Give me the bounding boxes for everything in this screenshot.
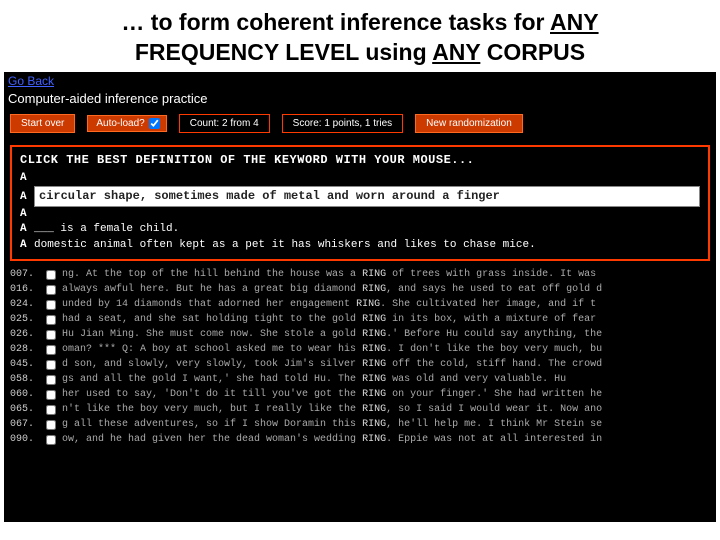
concordance-checkbox[interactable] xyxy=(46,330,56,340)
app-title: Computer-aided inference practice xyxy=(4,90,716,112)
concordance-line-number: 007. xyxy=(10,267,40,282)
definition-letter: A xyxy=(20,171,34,186)
definition-text: circular shape, sometimes made of metal … xyxy=(34,186,700,207)
concordance-checkbox[interactable] xyxy=(46,315,56,325)
concordance-checkbox[interactable] xyxy=(46,420,56,430)
heading-prefix: … to form coherent inference tasks for xyxy=(121,9,550,35)
definition-text: domestic animal often kept as a pet it h… xyxy=(34,238,700,253)
concordance-line-number: 028. xyxy=(10,342,40,357)
definition-option[interactable]: Acircular shape, sometimes made of metal… xyxy=(20,186,700,207)
concordance-row: 090. ow, and he had given her the dead wo… xyxy=(10,432,716,447)
concordance-checkbox[interactable] xyxy=(46,375,56,385)
toolbar: Start over Auto-load? Count: 2 from 4 Sc… xyxy=(4,112,716,141)
concordance-checkbox[interactable] xyxy=(46,405,56,415)
new-randomization-button[interactable]: New randomization xyxy=(415,114,523,133)
concordance-checkbox[interactable] xyxy=(46,390,56,400)
concordance-line-number: 090. xyxy=(10,432,40,447)
definition-letter: A xyxy=(20,207,34,222)
definition-panel: CLICK THE BEST DEFINITION OF THE KEYWORD… xyxy=(10,145,710,261)
concordance-row: 026. Hu Jian Ming. She must come now. She… xyxy=(10,327,716,342)
autoload-label: Auto-load? xyxy=(96,118,144,129)
concordance-line-number: 067. xyxy=(10,417,40,432)
concordance-text: her used to say, 'Don't do it till you'v… xyxy=(62,387,602,402)
concordance-text: always awful here. But he has a great bi… xyxy=(62,282,602,297)
concordance-checkbox[interactable] xyxy=(46,270,56,280)
concordance-text: g all these adventures, so if I show Dor… xyxy=(62,417,602,432)
concordance-text: Hu Jian Ming. She must come now. She sto… xyxy=(62,327,602,342)
concordance-row: 007. ng. At the top of the hill behind th… xyxy=(10,267,716,282)
concordance-row: 065. n't like the boy very much, but I re… xyxy=(10,402,716,417)
go-back-link[interactable]: Go Back xyxy=(4,72,58,90)
concordance-row: 028. oman? *** Q: A boy at school asked m… xyxy=(10,342,716,357)
definition-letter: A xyxy=(20,222,34,237)
concordance-text: oman? *** Q: A boy at school asked me to… xyxy=(62,342,602,357)
definition-option[interactable]: A___ is a female child. xyxy=(20,222,700,237)
definition-option[interactable]: A xyxy=(20,207,700,222)
heading-mid: FREQUENCY LEVEL using xyxy=(135,39,432,65)
concordance-checkbox[interactable] xyxy=(46,300,56,310)
app-window: Go Back Computer-aided inference practic… xyxy=(4,72,716,522)
concordance-text: d son, and slowly, very slowly, took Jim… xyxy=(62,357,602,372)
concordance-line-number: 025. xyxy=(10,312,40,327)
concordance-text: ng. At the top of the hill behind the ho… xyxy=(62,267,596,282)
heading-u2: ANY xyxy=(432,39,480,65)
heading-u1: ANY xyxy=(550,9,599,35)
concordance-checkbox[interactable] xyxy=(46,285,56,295)
concordance-row: 058. gs and all the gold I want,' she had… xyxy=(10,372,716,387)
score-display: Score: 1 points, 1 tries xyxy=(282,114,404,133)
definition-letter: A xyxy=(20,238,34,253)
autoload-toggle[interactable]: Auto-load? xyxy=(87,115,166,132)
concordance-row: 024. unded by 14 diamonds that adorned he… xyxy=(10,297,716,312)
concordance-row: 060. her used to say, 'Don't do it till y… xyxy=(10,387,716,402)
count-display: Count: 2 from 4 xyxy=(179,114,270,133)
heading-suffix: CORPUS xyxy=(480,39,585,65)
concordance-text: ow, and he had given her the dead woman'… xyxy=(62,432,602,447)
concordance-checkbox[interactable] xyxy=(46,435,56,445)
definition-option[interactable]: A xyxy=(20,171,700,186)
definition-text: ___ is a female child. xyxy=(34,222,700,237)
definition-highlight: circular shape, sometimes made of metal … xyxy=(34,186,700,207)
concordance-line-number: 060. xyxy=(10,387,40,402)
concordance-checkbox[interactable] xyxy=(46,345,56,355)
concordance-line-number: 024. xyxy=(10,297,40,312)
concordance-row: 067. g all these adventures, so if I show… xyxy=(10,417,716,432)
concordance-checkbox[interactable] xyxy=(46,360,56,370)
concordance-line-number: 026. xyxy=(10,327,40,342)
concordance-row: 025. had a seat, and she sat holding tigh… xyxy=(10,312,716,327)
definition-letter: A xyxy=(20,190,34,205)
concordance-row: 016. always awful here. But he has a grea… xyxy=(10,282,716,297)
concordance-text: n't like the boy very much, but I really… xyxy=(62,402,602,417)
concordance-line-number: 045. xyxy=(10,357,40,372)
concordance-text: unded by 14 diamonds that adorned her en… xyxy=(62,297,596,312)
concordance-line-number: 065. xyxy=(10,402,40,417)
concordance-row: 045. d son, and slowly, very slowly, took… xyxy=(10,357,716,372)
concordance-text: had a seat, and she sat holding tight to… xyxy=(62,312,596,327)
definition-option[interactable]: Adomestic animal often kept as a pet it … xyxy=(20,238,700,253)
slide-heading: … to form coherent inference tasks for A… xyxy=(0,0,720,72)
concordance-line-number: 016. xyxy=(10,282,40,297)
concordance-list: 007. ng. At the top of the hill behind th… xyxy=(10,267,716,447)
definition-instructions: CLICK THE BEST DEFINITION OF THE KEYWORD… xyxy=(20,153,700,167)
concordance-line-number: 058. xyxy=(10,372,40,387)
autoload-checkbox[interactable] xyxy=(149,118,160,129)
start-over-button[interactable]: Start over xyxy=(10,114,75,133)
concordance-text: gs and all the gold I want,' she had tol… xyxy=(62,372,566,387)
